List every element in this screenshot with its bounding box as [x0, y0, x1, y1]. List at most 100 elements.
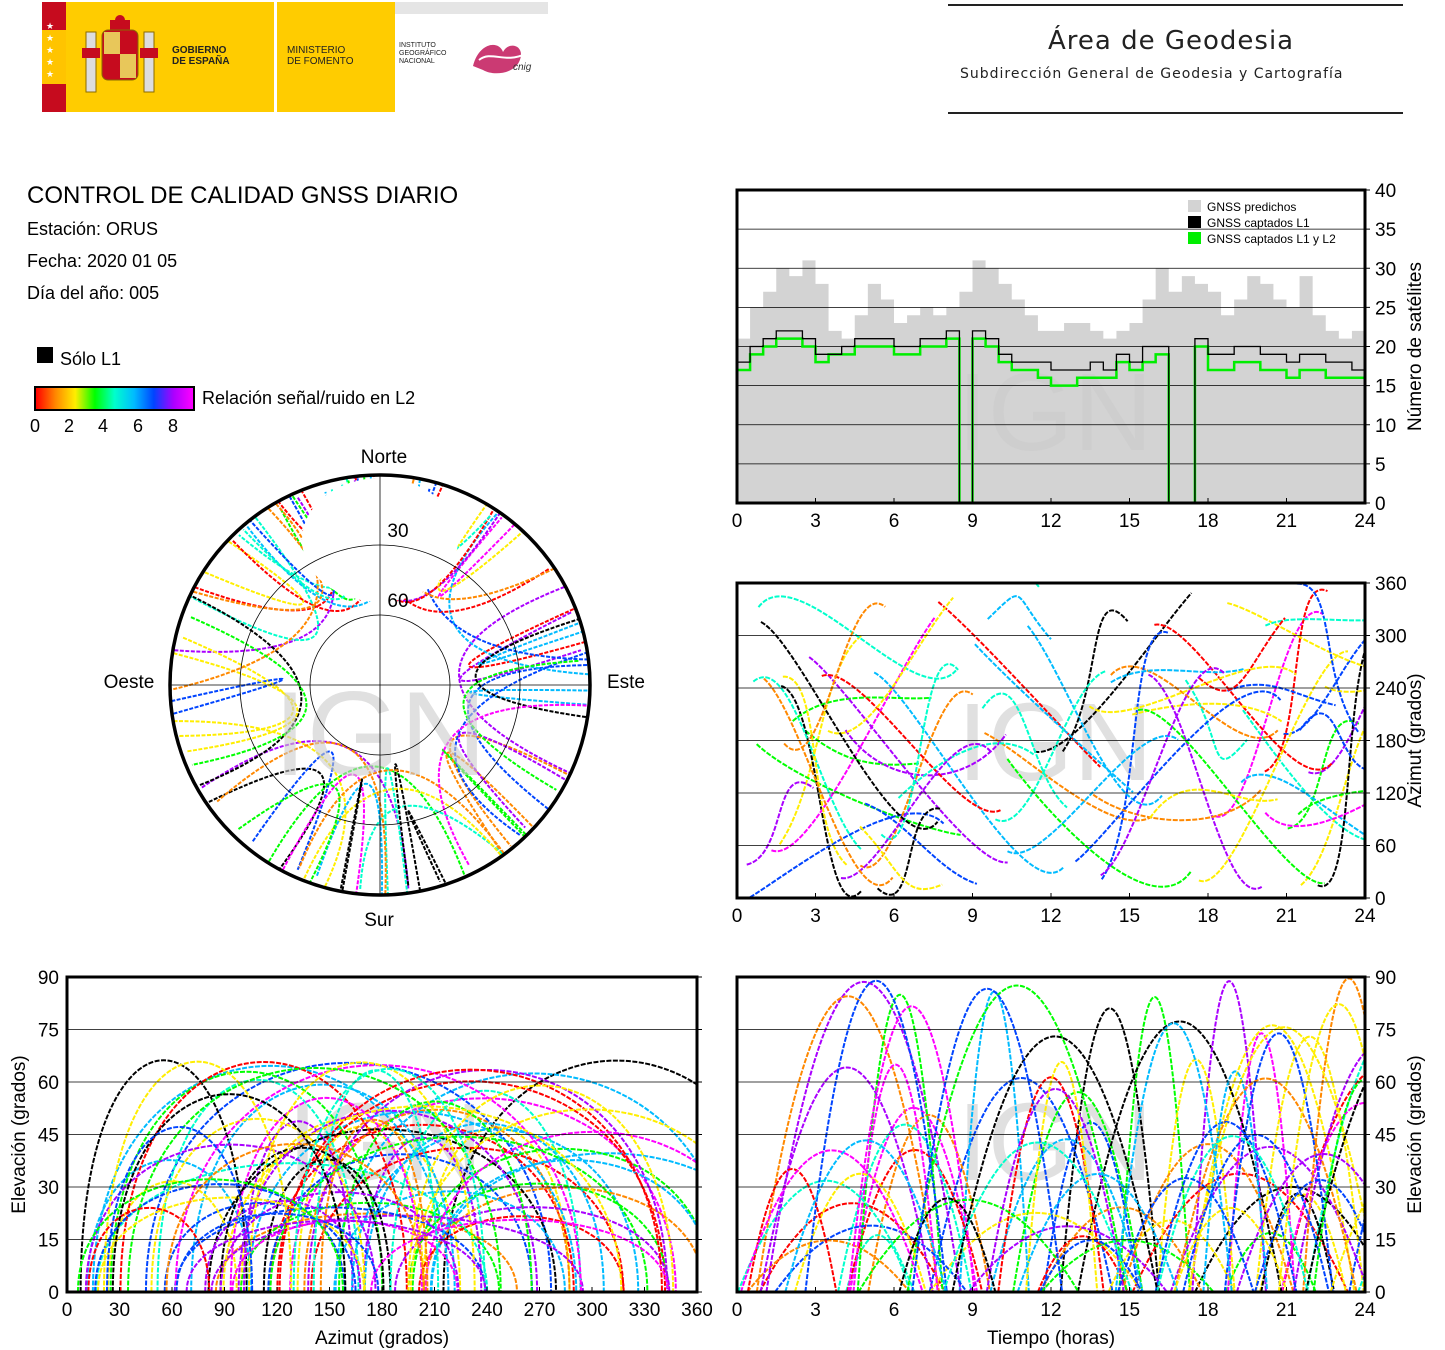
satellite-track	[106, 1126, 254, 1292]
satellite-track	[409, 1108, 697, 1292]
inst-line3: NACIONAL	[399, 58, 435, 65]
satellite-tracks	[76, 1059, 697, 1292]
satellite-track	[804, 979, 948, 1292]
x-tick-label: 6	[889, 511, 900, 532]
satellite-track	[1264, 803, 1365, 828]
satellite-track	[994, 669, 1107, 822]
y-tick-label: 180	[1375, 732, 1407, 753]
y-tick-label: 25	[1375, 298, 1396, 319]
satellite-track	[1283, 638, 1365, 735]
legend-label: GNSS captados L1 y L2	[1207, 232, 1336, 246]
x-tick-label: 12	[1040, 1300, 1061, 1321]
inst-line2: GEOGRÁFICO	[399, 50, 447, 57]
satellite-track	[185, 508, 319, 641]
gov-line2: DE ESPAÑA	[172, 56, 230, 67]
snr-color-bar	[34, 386, 195, 411]
satellite-track	[757, 595, 957, 680]
plot-frame	[735, 581, 1367, 900]
y-tick-label: 30	[1375, 1178, 1396, 1199]
satellite-track	[985, 1088, 1125, 1292]
satellite-track	[951, 1035, 1159, 1292]
satellite-track	[1226, 1032, 1296, 1292]
horizon-circle	[168, 473, 592, 897]
satellite-track	[457, 731, 575, 829]
x-tick-label: 3	[810, 511, 821, 532]
satellite-track	[1329, 1200, 1365, 1292]
x-tick-label: 270	[524, 1300, 556, 1321]
satellite-track	[1188, 1024, 1356, 1292]
x-tick-label: 9	[967, 906, 978, 927]
min-line1: MINISTERIO	[287, 45, 346, 56]
satellite-track	[1198, 617, 1286, 692]
x-axis-label: Tiempo (horas)	[987, 1328, 1115, 1349]
x-tick-label: 21	[1276, 906, 1297, 927]
satellite-track	[911, 987, 1064, 1292]
plot-frame	[735, 188, 1367, 505]
y-tick-label: 40	[1375, 181, 1396, 202]
satellite-track	[239, 1201, 501, 1292]
satellite-track	[190, 616, 308, 766]
satellite-track	[1040, 1206, 1203, 1292]
satellite-track	[423, 1186, 697, 1292]
y-tick-label: 75	[1375, 1021, 1396, 1042]
y-tick-label: 360	[1375, 574, 1407, 595]
x-tick-label: 120	[261, 1300, 293, 1321]
y-tick-label: 20	[1375, 338, 1396, 359]
y-tick-label: 0	[1375, 494, 1386, 515]
x-tick-label: 6	[889, 906, 900, 927]
satellite-track	[1026, 625, 1163, 806]
satellite-track	[1169, 1145, 1365, 1292]
satellite-tracks	[737, 977, 1365, 1292]
satellite-track	[763, 677, 894, 887]
satellite-track	[182, 506, 324, 611]
satellite-track	[467, 605, 590, 669]
satellite-track	[739, 1149, 924, 1292]
satellite-track	[163, 1202, 357, 1292]
satellite-track	[1118, 996, 1191, 1292]
satellite-track	[407, 1182, 670, 1292]
satellite-track	[845, 1234, 911, 1292]
x-tick-label: 300	[576, 1300, 608, 1321]
x-tick-label: 0	[732, 1300, 743, 1321]
satellite-track	[373, 478, 550, 613]
x-tick-label: 3	[810, 1300, 821, 1321]
y-axis-label: Azimut (grados)	[1405, 673, 1426, 807]
ring-label: 30	[387, 521, 408, 542]
ign-watermark: IGN	[957, 351, 1153, 474]
satellite-track	[237, 1109, 539, 1292]
satellite-tracks	[746, 583, 1365, 898]
satellite-track	[184, 591, 303, 786]
x-tick-label: 90	[214, 1300, 235, 1321]
satellite-track	[150, 1117, 366, 1292]
satellite-track	[1025, 1061, 1099, 1292]
y-tick-label: 240	[1375, 679, 1407, 700]
area-title: Área de Geodesia	[1048, 26, 1295, 56]
satellite-track	[407, 1084, 675, 1292]
satellite-track	[222, 1105, 623, 1292]
y-tick-label: 90	[1375, 968, 1396, 989]
satellite-track	[109, 1070, 384, 1292]
satellite-track	[1110, 668, 1245, 684]
x-tick-label: 30	[109, 1300, 130, 1321]
satellite-track	[102, 1060, 293, 1292]
snr-label: Relación señal/ruido en L2	[202, 388, 416, 408]
satellite-track	[216, 741, 387, 895]
x-tick-label: 21	[1276, 511, 1297, 532]
satellite-track	[760, 621, 939, 830]
min-line2: DE FOMENTO	[287, 56, 354, 67]
satellite-track	[782, 675, 848, 866]
satellite-track	[84, 1143, 377, 1292]
satellite-track	[847, 1005, 976, 1292]
legend-label: GNSS predichos	[1207, 200, 1296, 214]
satellite-track	[981, 692, 1068, 809]
gov-line1: GOBIERNO	[172, 45, 227, 56]
plot-frame	[65, 975, 699, 1294]
satellite-track	[333, 1190, 566, 1292]
satellite-track	[437, 516, 520, 598]
report-title: CONTROL DE CALIDAD GNSS DIARIO	[27, 182, 459, 209]
satellite-track	[1287, 720, 1360, 830]
date-label: Fecha: 2020 01 05	[27, 251, 178, 271]
x-tick-label: 6	[889, 1300, 900, 1321]
satellite-track	[898, 1197, 997, 1292]
